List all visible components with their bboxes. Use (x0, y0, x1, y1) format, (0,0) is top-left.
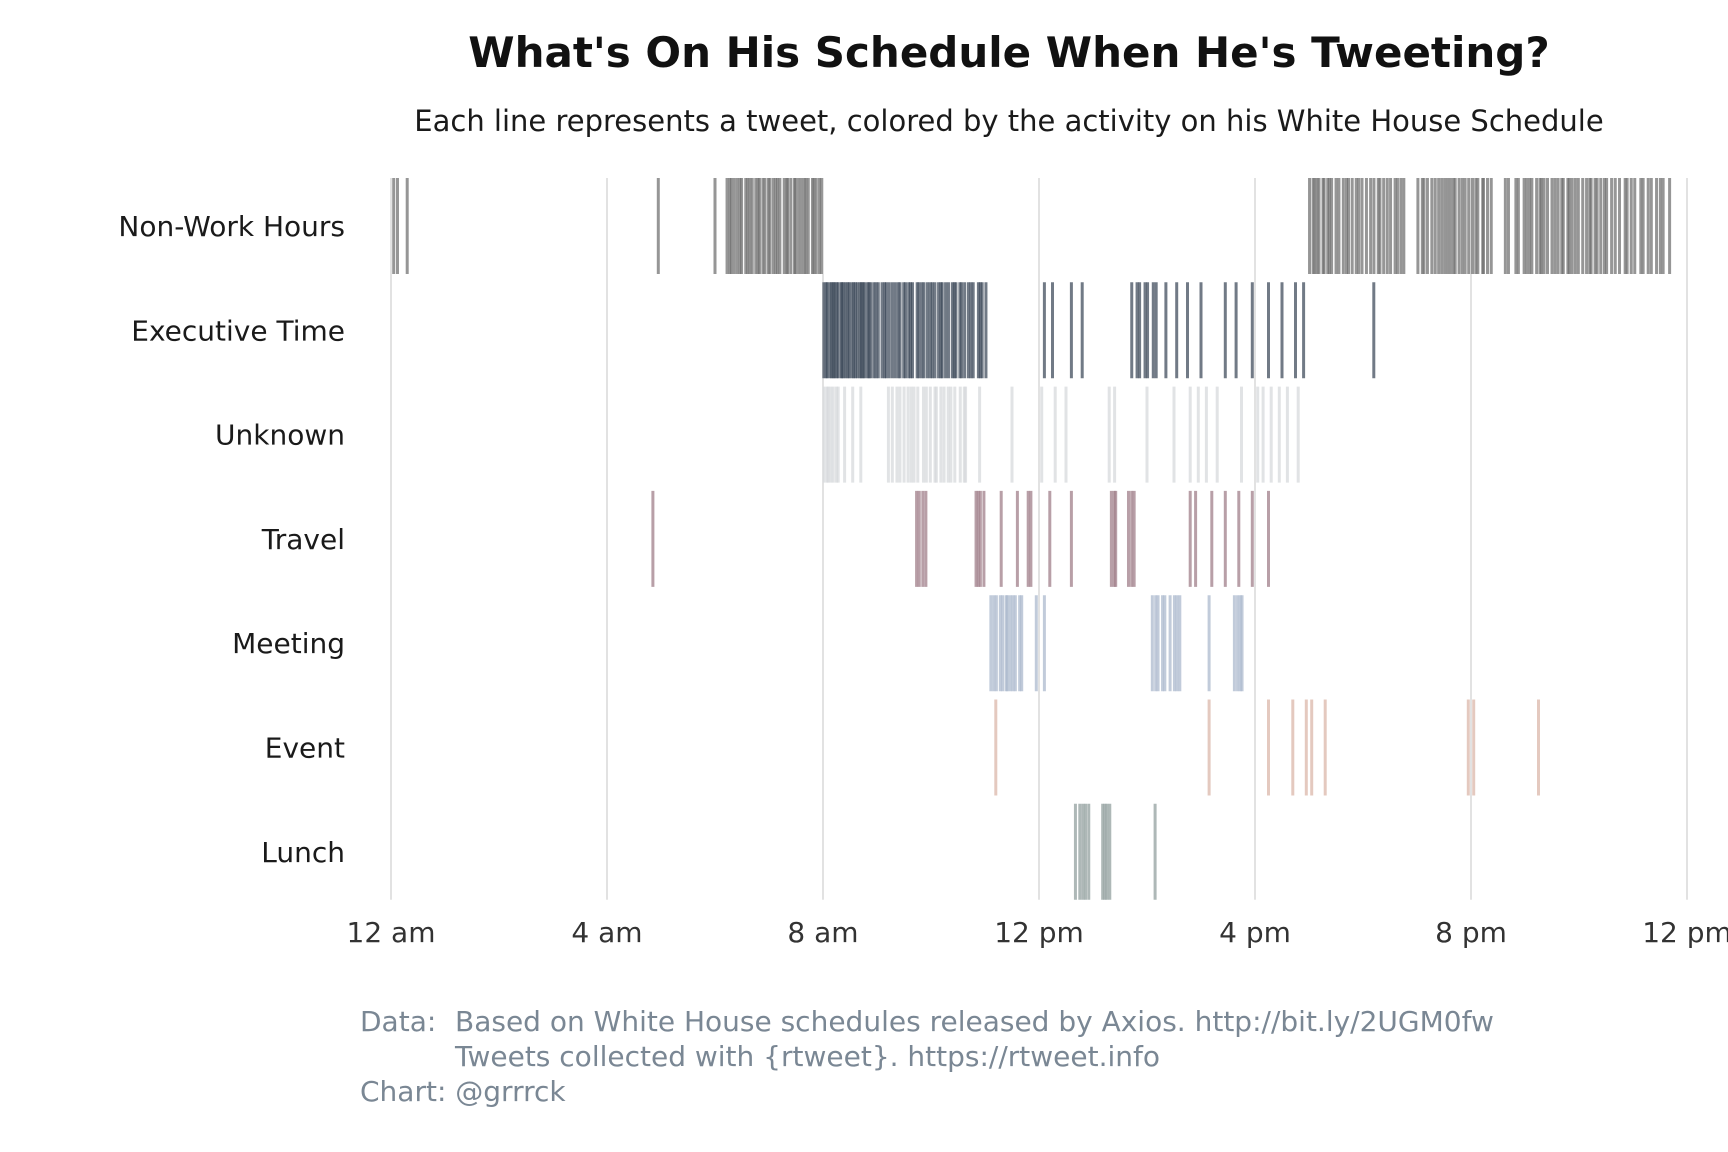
row-travel (651, 490, 1270, 587)
tweet-strip-chart: Non-Work Hours Executive Time Unknown Trave… (118, 178, 1728, 949)
row-meeting (989, 595, 1244, 692)
category-label: Non-Work Hours (118, 210, 345, 243)
grid-lines (390, 178, 1688, 900)
x-tick-label: 8 am (787, 916, 858, 949)
x-tick-labels: 12 am 4 am 8 am 12 pm 4 pm 8 pm 12 pm (347, 916, 1728, 949)
row-lunch (1073, 803, 1157, 900)
caption-data-line1: Based on White House schedules released … (455, 1005, 1494, 1038)
row-event (994, 699, 1540, 796)
caption-data-line2: Tweets collected with {rtweet}. https://… (455, 1040, 1161, 1073)
category-labels: Non-Work Hours Executive Time Unknown Trave… (118, 210, 345, 869)
row-executive-time (822, 282, 1376, 379)
row-non-work-hours (392, 178, 1672, 274)
category-label: Executive Time (131, 314, 345, 347)
x-tick-label: 4 am (571, 916, 642, 949)
category-label: Travel (261, 523, 345, 556)
category-label: Unknown (215, 419, 345, 452)
x-tick-label: 4 pm (1219, 916, 1291, 949)
caption-data-key: Data: (360, 1005, 437, 1038)
x-tick-label: 12 pm (1642, 916, 1728, 949)
chart-subtitle: Each line represents a tweet, colored by… (414, 104, 1604, 138)
chart-title: What's On His Schedule When He's Tweetin… (468, 28, 1550, 77)
category-label: Lunch (261, 836, 345, 869)
x-tick-label: 12 pm (994, 916, 1084, 949)
category-label: Meeting (232, 627, 345, 660)
x-tick-label: 8 pm (1435, 916, 1507, 949)
caption-chart-credit: Chart: @grrrck (360, 1075, 566, 1108)
row-unknown (822, 386, 1300, 483)
category-label: Event (265, 732, 345, 765)
caption: Data: Based on White House schedules rel… (360, 1004, 1494, 1109)
tweet-marks (392, 178, 1672, 900)
x-tick-label: 12 am (347, 916, 436, 949)
